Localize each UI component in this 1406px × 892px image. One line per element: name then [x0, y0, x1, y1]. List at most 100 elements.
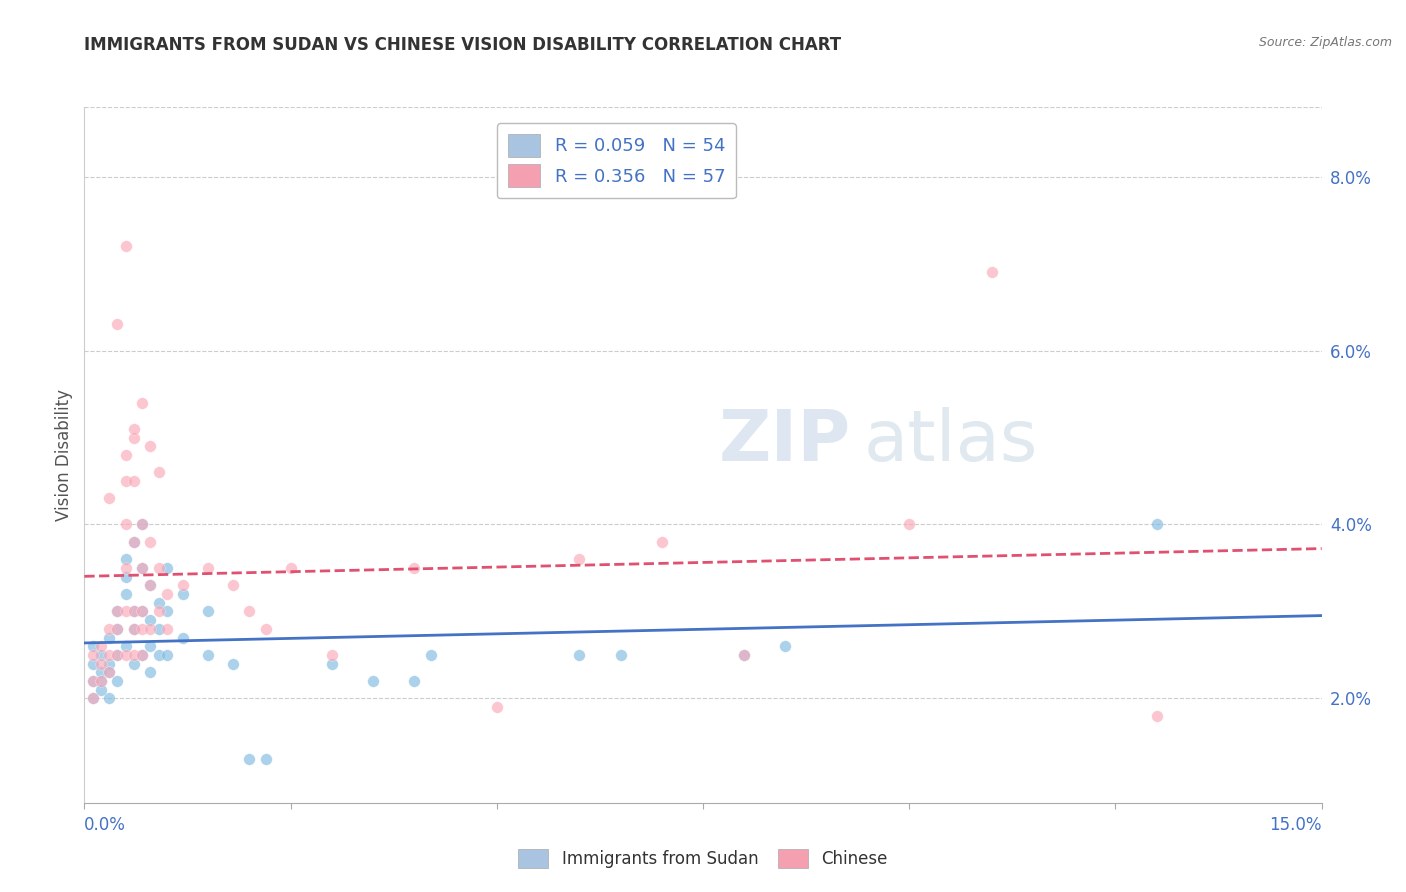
Point: [139, 439, 162, 453]
Point: [139, 622, 162, 636]
Point: [139, 578, 162, 592]
Point: [98, 665, 121, 680]
Point: [139, 534, 162, 549]
Legend: R = 0.059   N = 54, R = 0.356   N = 57: R = 0.059 N = 54, R = 0.356 N = 57: [496, 123, 735, 198]
Point: [98, 631, 121, 645]
Point: [1146, 708, 1168, 723]
Point: [114, 639, 136, 653]
Y-axis label: Vision Disability: Vision Disability: [55, 389, 73, 521]
Point: [321, 648, 343, 662]
Point: [105, 605, 128, 619]
Point: [122, 605, 145, 619]
Point: [238, 752, 260, 766]
Point: [105, 622, 128, 636]
Point: [98, 491, 121, 506]
Point: [898, 517, 921, 532]
Point: [114, 561, 136, 575]
Point: [131, 622, 153, 636]
Point: [131, 605, 153, 619]
Point: [90, 648, 112, 662]
Point: [156, 587, 179, 601]
Point: [82, 691, 104, 706]
Point: [156, 622, 179, 636]
Point: [1146, 517, 1168, 532]
Point: [280, 561, 302, 575]
Point: [254, 622, 277, 636]
Point: [568, 552, 591, 566]
Point: [98, 665, 121, 680]
Point: [139, 578, 162, 592]
Point: [122, 605, 145, 619]
Point: [114, 648, 136, 662]
Point: [114, 587, 136, 601]
Point: [90, 682, 112, 697]
Point: [148, 596, 170, 610]
Point: [105, 605, 128, 619]
Point: [222, 578, 245, 592]
Point: [148, 605, 170, 619]
Point: [485, 700, 508, 714]
Text: 15.0%: 15.0%: [1270, 816, 1322, 834]
Point: [131, 395, 153, 409]
Point: [105, 318, 128, 332]
Point: [82, 674, 104, 689]
Point: [131, 561, 153, 575]
Point: [90, 639, 112, 653]
Point: [122, 534, 145, 549]
Point: [197, 648, 219, 662]
Point: [980, 265, 1002, 279]
Point: [733, 648, 755, 662]
Text: atlas: atlas: [863, 407, 1038, 475]
Point: [156, 561, 179, 575]
Point: [90, 657, 112, 671]
Point: [82, 674, 104, 689]
Point: [105, 674, 128, 689]
Point: [82, 657, 104, 671]
Point: [254, 752, 277, 766]
Point: [122, 422, 145, 436]
Point: [114, 569, 136, 583]
Point: [651, 534, 673, 549]
Point: [82, 648, 104, 662]
Point: [404, 561, 426, 575]
Point: [775, 639, 797, 653]
Point: [131, 648, 153, 662]
Point: [361, 674, 384, 689]
Point: [105, 648, 128, 662]
Point: [419, 648, 441, 662]
Point: [105, 648, 128, 662]
Point: [148, 622, 170, 636]
Point: [404, 674, 426, 689]
Point: [122, 648, 145, 662]
Point: [114, 552, 136, 566]
Point: [148, 466, 170, 480]
Point: [172, 578, 194, 592]
Point: [609, 648, 631, 662]
Point: [139, 665, 162, 680]
Point: [222, 657, 245, 671]
Point: [90, 674, 112, 689]
Point: [197, 605, 219, 619]
Point: [148, 648, 170, 662]
Point: [172, 587, 194, 601]
Point: [156, 605, 179, 619]
Point: [122, 474, 145, 488]
Point: [122, 657, 145, 671]
Text: 0.0%: 0.0%: [84, 816, 127, 834]
Point: [172, 631, 194, 645]
Point: [98, 657, 121, 671]
Point: [114, 605, 136, 619]
Point: [321, 657, 343, 671]
Point: [733, 648, 755, 662]
Point: [139, 639, 162, 653]
Point: [82, 639, 104, 653]
Point: [131, 561, 153, 575]
Point: [114, 517, 136, 532]
Point: [114, 239, 136, 253]
Point: [148, 561, 170, 575]
Point: [122, 534, 145, 549]
Point: [90, 665, 112, 680]
Point: [131, 517, 153, 532]
Point: [122, 430, 145, 444]
Point: [122, 622, 145, 636]
